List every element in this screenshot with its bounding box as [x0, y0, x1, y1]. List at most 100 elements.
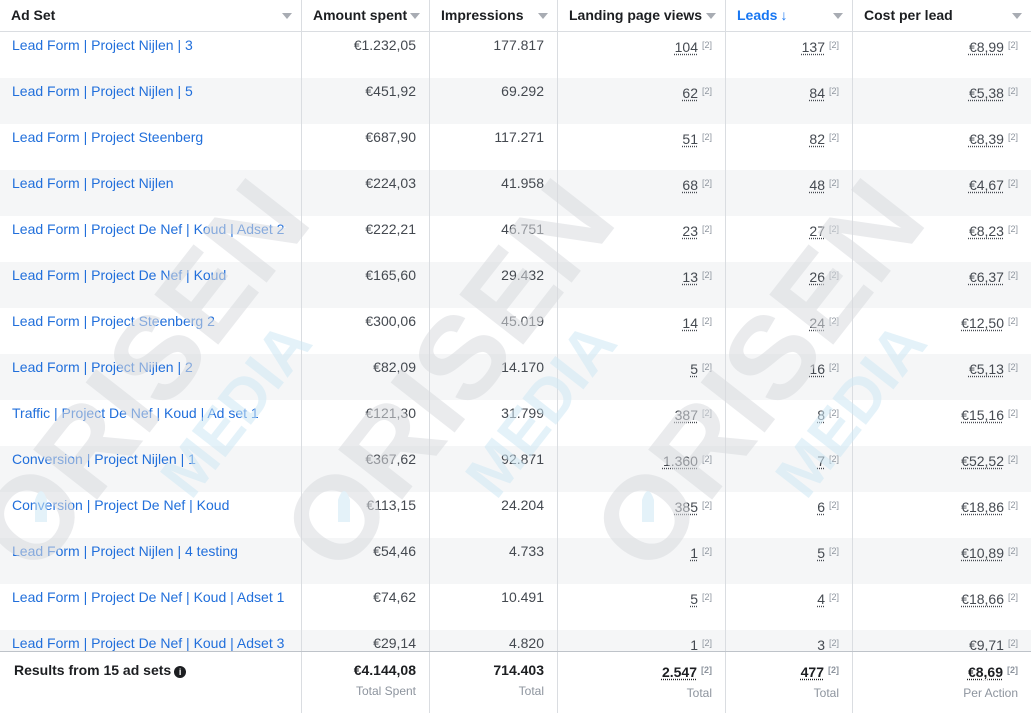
leads-value[interactable]: 5	[817, 545, 825, 561]
footnote-marker: [2]	[828, 638, 839, 648]
chevron-down-icon[interactable]	[833, 13, 843, 19]
cost-per-lead-value[interactable]: €4,67	[968, 177, 1004, 193]
table-row[interactable]: Lead Form | Project De Nef | Koud | Adse…	[0, 216, 1031, 262]
landing-page-views-value[interactable]: 387	[674, 407, 698, 423]
ad-set-name-link[interactable]: Lead Form | Project Nijlen	[12, 175, 174, 191]
table-row[interactable]: Lead Form | Project Nijlen | 3 €1.232,05 1…	[0, 32, 1031, 78]
cost-per-lead-value[interactable]: €5,38	[968, 85, 1004, 101]
cost-per-lead-value[interactable]: €6,37	[968, 269, 1004, 285]
landing-page-views-value[interactable]: 62	[682, 85, 698, 101]
leads-value[interactable]: 26	[809, 269, 825, 285]
leads-value[interactable]: 8	[817, 407, 825, 423]
leads-value[interactable]: 3	[817, 637, 825, 652]
table-row[interactable]: Lead Form | Project De Nef | Koud | Adse…	[0, 584, 1031, 630]
table-row[interactable]: Lead Form | Project Steenberg €687,90 117.…	[0, 124, 1031, 170]
leads-value[interactable]: 24	[809, 315, 825, 331]
ad-set-name-link[interactable]: Lead Form | Project Nijlen | 3	[12, 37, 193, 53]
ad-set-name-link[interactable]: Conversion | Project Nijlen | 1	[12, 451, 196, 467]
landing-page-views-value[interactable]: 51	[682, 131, 698, 147]
ad-set-name-link[interactable]: Lead Form | Project Nijlen | 5	[12, 83, 193, 99]
cost-per-lead-value[interactable]: €15,16	[961, 407, 1004, 423]
footnote-marker: [2]	[701, 592, 712, 602]
chevron-down-icon[interactable]	[282, 13, 292, 19]
table-row[interactable]: Lead Form | Project De Nef | Koud €165,60…	[0, 262, 1031, 308]
table-row[interactable]: Lead Form | Project Nijlen €224,03 41.958 6…	[0, 170, 1031, 216]
landing-page-views-value[interactable]: 13	[682, 269, 698, 285]
leads-value[interactable]: 137	[801, 39, 825, 55]
cost-per-lead-value[interactable]: €10,89	[961, 545, 1004, 561]
cost-per-lead-value[interactable]: €12,50	[961, 315, 1004, 331]
leads-value[interactable]: 82	[809, 131, 825, 147]
footnote-marker: [2]	[828, 592, 839, 602]
chevron-down-icon[interactable]	[1012, 13, 1022, 19]
ad-set-name-link[interactable]: Lead Form | Project Nijlen | 4 testing	[12, 543, 238, 559]
table-row[interactable]: Lead Form | Project Nijlen | 4 testing €5…	[0, 538, 1031, 584]
landing-page-views-value[interactable]: 1	[690, 545, 698, 561]
column-header-ad-set[interactable]: Ad Set	[0, 0, 302, 32]
impressions-cell: 41.958	[430, 170, 558, 216]
chevron-down-icon[interactable]	[410, 13, 420, 19]
cost-per-lead-value[interactable]: €5,13	[968, 361, 1004, 377]
landing-page-views-value[interactable]: 68	[682, 177, 698, 193]
ad-set-name-link[interactable]: Lead Form | Project Steenberg 2	[12, 313, 215, 329]
table-row[interactable]: Traffic | Project De Nef | Koud | Ad set…	[0, 400, 1031, 446]
ad-set-name-cell: Lead Form | Project De Nef | Koud | Adse…	[0, 216, 302, 262]
landing-page-views-value[interactable]: 14	[682, 315, 698, 331]
column-header-landing-page-views[interactable]: Landing page views	[558, 0, 726, 32]
table-row[interactable]: Lead Form | Project Nijlen | 5 €451,92 69.…	[0, 78, 1031, 124]
cost-per-lead-value[interactable]: €18,86	[961, 499, 1004, 515]
table-row[interactable]: Lead Form | Project Nijlen | 2 €82,09 14.1…	[0, 354, 1031, 400]
landing-page-views-value[interactable]: 104	[674, 39, 698, 55]
amount-spent-cell: €29,14	[302, 630, 430, 651]
ad-set-name-link[interactable]: Lead Form | Project De Nef | Koud | Adse…	[12, 589, 285, 605]
landing-page-views-value[interactable]: 5	[690, 361, 698, 377]
leads-value[interactable]: 48	[809, 177, 825, 193]
leads-cell: 8 [2]	[726, 400, 853, 446]
column-header-cost-per-lead[interactable]: Cost per lead	[853, 0, 1031, 32]
ad-set-name-link[interactable]: Lead Form | Project Steenberg	[12, 129, 204, 145]
cost-per-lead-value[interactable]: €52,52	[961, 453, 1004, 469]
cost-per-lead-value[interactable]: €9,71	[968, 637, 1004, 652]
ad-set-name-link[interactable]: Lead Form | Project De Nef | Koud | Adse…	[12, 221, 285, 237]
table-row[interactable]: Lead Form | Project De Nef | Koud | Adse…	[0, 630, 1031, 651]
landing-page-views-value[interactable]: 23	[682, 223, 698, 239]
cost-per-lead-value[interactable]: €18,66	[961, 591, 1004, 607]
column-header-impressions[interactable]: Impressions	[430, 0, 558, 32]
cost-per-lead-value[interactable]: €8,99	[968, 39, 1004, 55]
leads-value[interactable]: 84	[809, 85, 825, 101]
landing-page-views-value[interactable]: 5	[690, 591, 698, 607]
landing-page-views-value[interactable]: 385	[674, 499, 698, 515]
table-row[interactable]: Conversion | Project De Nef | Koud €113,1…	[0, 492, 1031, 538]
column-header-leads[interactable]: Leads ↓	[726, 0, 853, 32]
table-row[interactable]: Conversion | Project Nijlen | 1 €367,62 92…	[0, 446, 1031, 492]
leads-value[interactable]: 6	[817, 499, 825, 515]
ad-set-name-link[interactable]: Conversion | Project De Nef | Koud	[12, 497, 230, 513]
chevron-down-icon[interactable]	[706, 13, 716, 19]
impressions-cell: 46.751	[430, 216, 558, 262]
landing-page-views-value[interactable]: 1.360	[662, 453, 698, 469]
landing-page-views-value[interactable]: 1	[690, 637, 698, 652]
cost-per-lead-value[interactable]: €8,39	[968, 131, 1004, 147]
leads-value[interactable]: 27	[809, 223, 825, 239]
ad-set-name-link[interactable]: Lead Form | Project De Nef | Koud | Adse…	[12, 635, 285, 651]
leads-value[interactable]: 16	[809, 361, 825, 377]
sort-descending-icon[interactable]: ↓	[780, 7, 788, 23]
footnote-marker: [2]	[1007, 178, 1018, 188]
footnote-marker: [2]	[828, 362, 839, 372]
cost-per-lead-value[interactable]: €8,23	[968, 223, 1004, 239]
ad-set-name-link[interactable]: Lead Form | Project De Nef | Koud	[12, 267, 227, 283]
column-header-label: Amount spent	[313, 7, 408, 23]
column-header-amount-spent[interactable]: Amount spent	[302, 0, 430, 32]
table-row[interactable]: Lead Form | Project Steenberg 2 €300,06 45…	[0, 308, 1031, 354]
leads-value[interactable]: 7	[817, 453, 825, 469]
leads-value[interactable]: 4	[817, 591, 825, 607]
impressions-cell: 31.799	[430, 400, 558, 446]
ad-set-name-link[interactable]: Lead Form | Project Nijlen | 2	[12, 359, 193, 375]
chevron-down-icon[interactable]	[538, 13, 548, 19]
info-icon[interactable]: i	[174, 666, 187, 678]
total-cost-per-lead[interactable]: €8,69	[967, 664, 1003, 680]
total-landing-page-views[interactable]: 2.547	[661, 664, 697, 680]
total-leads[interactable]: 477	[800, 664, 824, 680]
ad-set-name-link[interactable]: Traffic | Project De Nef | Koud | Ad set…	[12, 405, 259, 421]
footnote-marker: [2]	[1007, 665, 1018, 675]
